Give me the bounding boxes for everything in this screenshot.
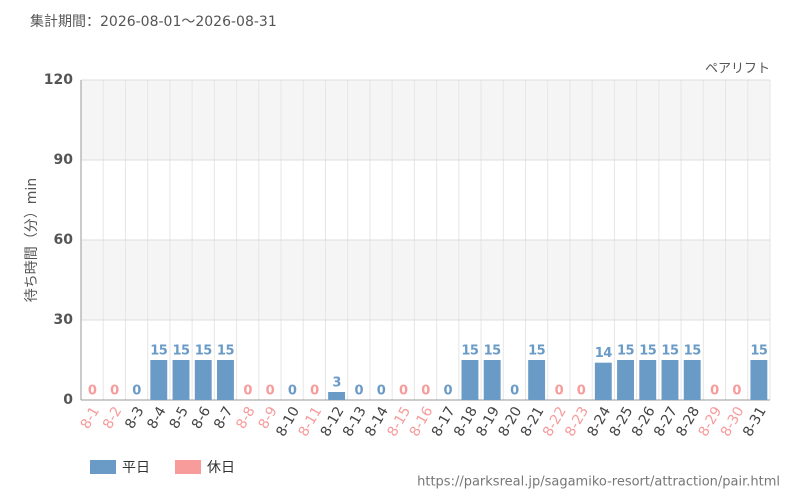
x-tick-label: 8-31	[740, 404, 770, 440]
data-label: 15	[528, 344, 546, 359]
y-axis-title: 待ち時間（分）min	[24, 178, 40, 302]
data-label: 0	[310, 384, 319, 399]
x-tick-label: 8-2	[100, 404, 125, 432]
data-label: 0	[110, 384, 119, 399]
data-label: 15	[484, 344, 502, 359]
bar	[661, 360, 679, 400]
data-label: 0	[577, 384, 586, 399]
bar	[328, 392, 346, 400]
data-label: 15	[217, 344, 235, 359]
data-label: 0	[732, 384, 741, 399]
bar	[683, 360, 701, 400]
data-label: 0	[421, 384, 430, 399]
bar	[594, 362, 612, 400]
data-label: 0	[510, 384, 519, 399]
data-label: 0	[266, 384, 275, 399]
bar	[617, 360, 634, 400]
bar	[750, 360, 768, 400]
x-tick-label: 8-4	[144, 404, 169, 432]
data-label: 0	[288, 384, 297, 399]
bar	[528, 360, 546, 400]
chart-title: 集計期間：2026-08-01～2026-08-31	[30, 13, 277, 30]
y-tick-label: 120	[44, 72, 73, 88]
bar	[483, 360, 501, 400]
data-label: 15	[750, 344, 768, 359]
data-label: 15	[661, 344, 679, 359]
chart-subtitle: ペアリフト	[705, 62, 770, 77]
bar	[194, 360, 212, 400]
data-label: 0	[355, 384, 364, 399]
grid-band	[81, 80, 770, 160]
data-label: 15	[684, 344, 702, 359]
legend-swatch	[175, 460, 201, 474]
y-tick-label: 0	[63, 392, 73, 408]
bar	[217, 360, 234, 400]
data-label: 0	[132, 384, 141, 399]
bar	[639, 360, 657, 400]
legend-label: 平日	[122, 460, 150, 476]
legend-label: 休日	[207, 460, 235, 476]
data-label: 15	[639, 344, 657, 359]
source-url: https://parksreal.jp/sagamiko-resort/att…	[417, 475, 780, 490]
bar	[461, 360, 479, 400]
y-tick-label: 60	[54, 232, 74, 248]
x-tick-label: 8-7	[211, 404, 236, 432]
y-tick-label: 30	[54, 312, 74, 328]
x-tick-label: 8-5	[167, 404, 192, 432]
data-label: 15	[172, 344, 190, 359]
x-tick-label: 8-8	[233, 404, 258, 432]
data-label: 15	[617, 344, 635, 359]
data-label: 15	[195, 344, 213, 359]
data-label: 0	[555, 384, 564, 399]
bar	[150, 360, 168, 400]
grid-band	[81, 240, 770, 320]
legend-swatch	[90, 460, 116, 474]
data-label: 0	[243, 384, 252, 399]
y-tick-label: 90	[54, 152, 74, 168]
data-label: 0	[88, 384, 97, 399]
x-tick-label: 8-3	[122, 404, 147, 432]
data-label: 0	[710, 384, 719, 399]
data-label: 15	[461, 344, 479, 359]
data-label: 0	[443, 384, 452, 399]
data-label: 0	[377, 384, 386, 399]
bar	[172, 360, 190, 400]
data-label: 0	[399, 384, 408, 399]
x-tick-label: 8-1	[78, 404, 103, 432]
data-label: 3	[332, 376, 341, 391]
data-label: 15	[150, 344, 168, 359]
data-label: 14	[595, 346, 613, 361]
x-tick-label: 8-6	[189, 404, 214, 432]
